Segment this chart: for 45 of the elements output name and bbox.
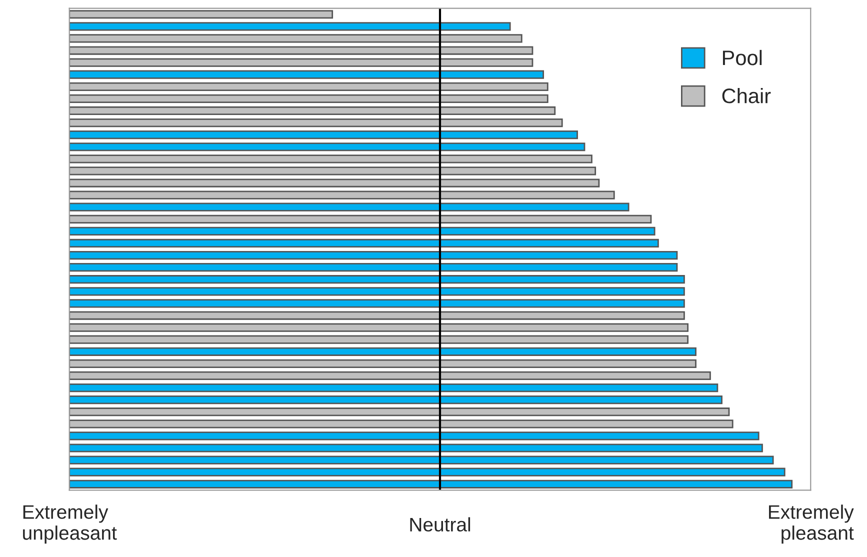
text: Extremely unpleasant xyxy=(23,504,117,544)
bar xyxy=(69,371,711,380)
bar xyxy=(69,154,592,164)
bar xyxy=(69,299,685,308)
bar xyxy=(69,263,678,272)
bar xyxy=(69,396,722,404)
bar xyxy=(69,178,600,188)
bar xyxy=(69,432,760,440)
bar xyxy=(69,323,689,332)
bar xyxy=(69,106,556,116)
bar xyxy=(69,275,685,284)
bar xyxy=(69,70,544,79)
bar xyxy=(69,166,596,176)
bar xyxy=(69,202,630,212)
ref-line-label: Neutral xyxy=(410,517,470,532)
bar xyxy=(69,420,734,428)
bar xyxy=(69,118,563,128)
bar xyxy=(69,359,696,368)
bar xyxy=(69,408,730,416)
bar xyxy=(69,468,786,476)
bar xyxy=(69,130,578,140)
bar xyxy=(69,456,774,464)
bar xyxy=(69,238,659,248)
bar xyxy=(69,347,696,356)
bar xyxy=(69,311,685,320)
bar xyxy=(69,214,652,224)
bar xyxy=(69,82,548,91)
bar xyxy=(69,34,522,43)
bar xyxy=(69,142,586,152)
bar xyxy=(69,250,678,260)
bar xyxy=(69,480,793,488)
bar xyxy=(69,190,615,200)
bar xyxy=(69,335,689,344)
bar xyxy=(69,46,534,55)
legend-label: Chair xyxy=(722,88,771,104)
bar xyxy=(69,287,685,296)
bar xyxy=(69,58,534,67)
text: Extremely pleasant xyxy=(769,504,854,544)
bar xyxy=(69,383,718,392)
bar xyxy=(69,94,548,103)
bar xyxy=(69,10,334,19)
legend-label: Pool xyxy=(722,50,762,66)
bar xyxy=(69,226,656,236)
bar xyxy=(69,22,511,31)
bar xyxy=(69,444,763,452)
